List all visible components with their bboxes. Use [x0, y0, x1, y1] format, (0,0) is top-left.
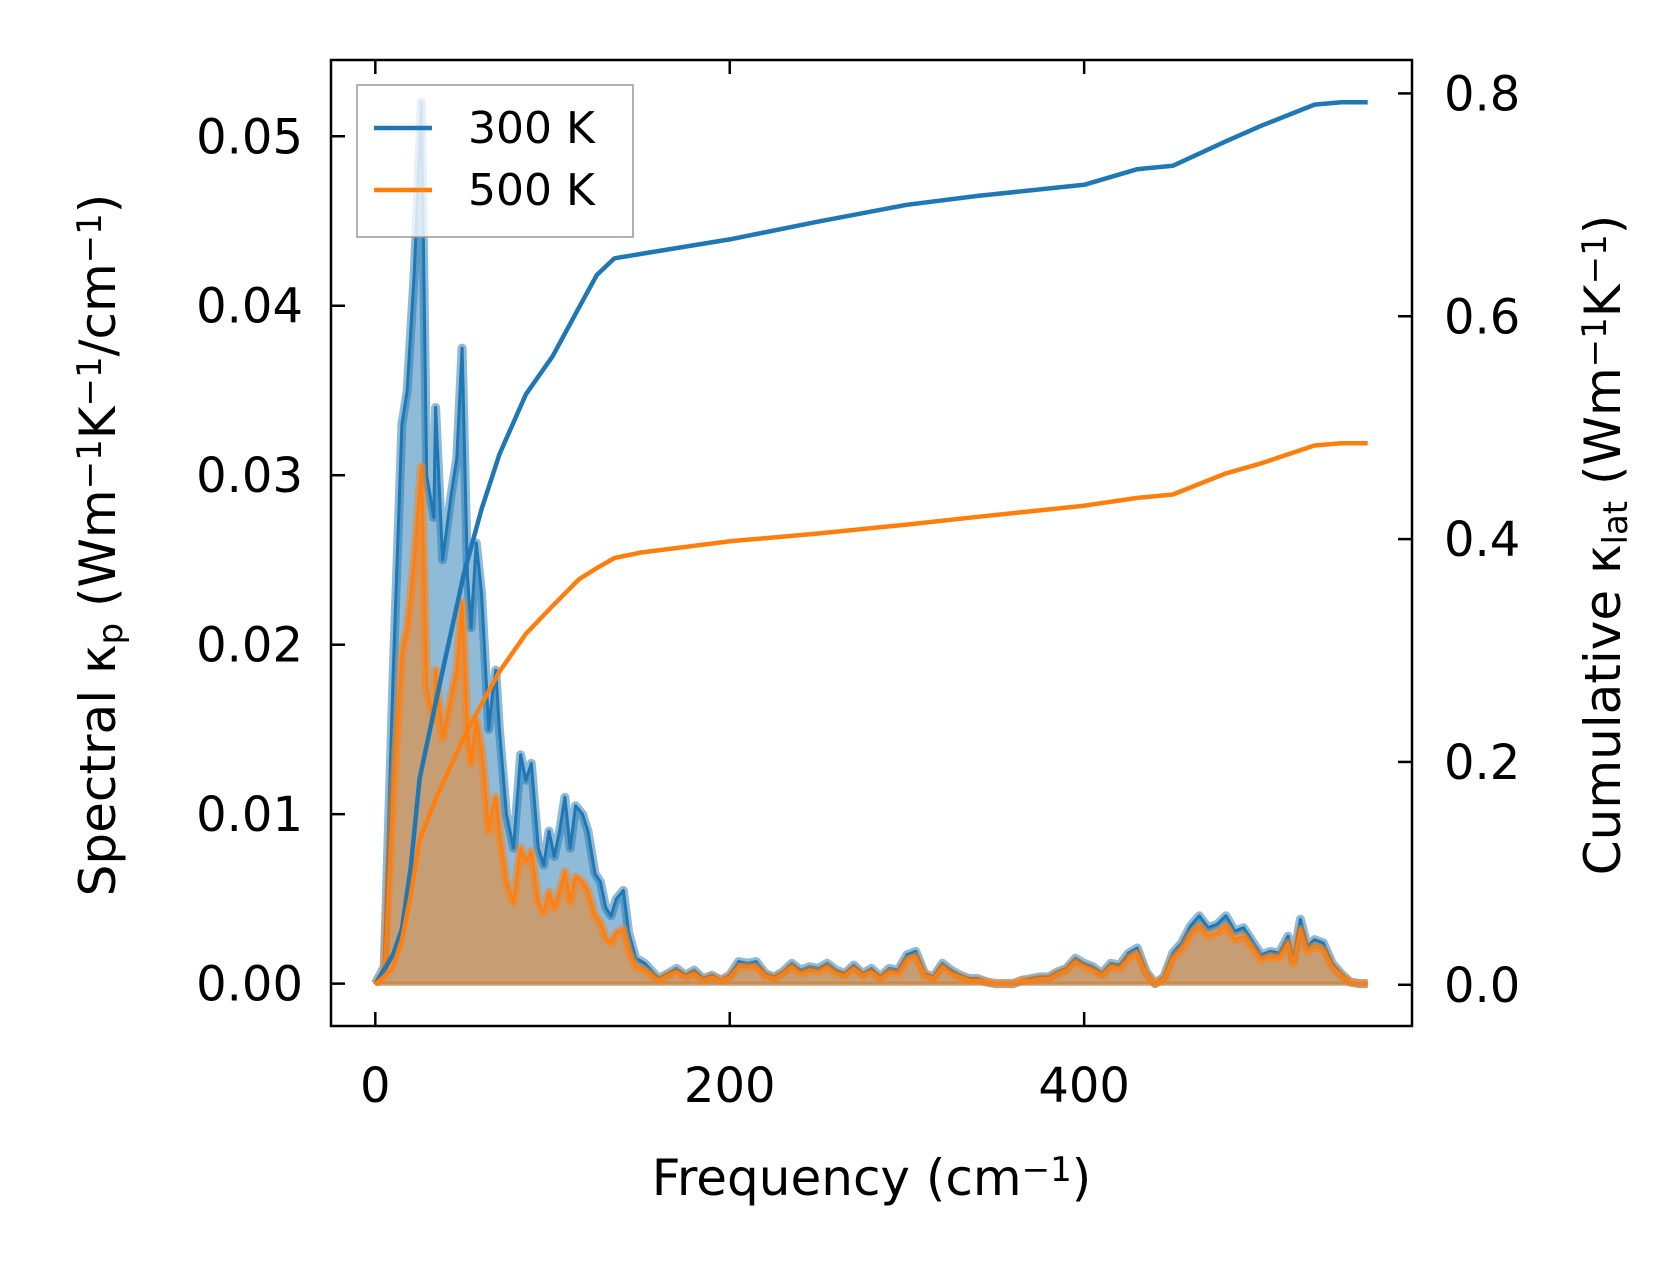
x-axis-label: Frequency (cm−1): [652, 1149, 1092, 1207]
y2-tick-label: 0.8: [1444, 66, 1520, 122]
y2-axis-label-part: K: [1574, 283, 1632, 317]
y-tick-label: 0.03: [196, 448, 303, 504]
y2-tick-label: 0.0: [1444, 958, 1520, 1014]
legend: 300 K 500 K: [356, 84, 634, 238]
y-tick-label: 0.01: [196, 787, 303, 843]
axes: 0 200 400 0.00 0.01 0.02 0.03 0.04 0.05 0.0 0.2 0.4…: [69, 58, 1636, 1207]
y-axis-label-part: (Wm: [69, 489, 127, 623]
y-axis-label: Spectral κp (Wm−1K−1/cm−1): [69, 194, 131, 897]
x-tick-label: 0: [360, 1058, 391, 1114]
y2-tick-label: 0.4: [1444, 512, 1520, 568]
x-axis-label-part: ): [1072, 1149, 1092, 1207]
y-tick-label: 0.02: [196, 618, 303, 674]
y-axis-label-part: Spectral κ: [69, 645, 127, 897]
x-tick-label: 400: [1038, 1058, 1130, 1114]
y-axis-label-part: ): [69, 194, 127, 214]
y-axis-label-part: /cm: [69, 263, 127, 356]
y2-axis-label: Cumulative κlat (Wm−1K−1): [1574, 215, 1636, 875]
y-axis-label-part: −1: [70, 356, 110, 406]
y-tick-label: 0.04: [196, 279, 303, 335]
y2-axis-label-part: lat: [1596, 501, 1636, 545]
y-tick-label: 0.05: [196, 109, 303, 165]
spectral-area-500k: [375, 466, 1368, 984]
x-axis-label-part: −1: [1022, 1150, 1072, 1190]
legend-label: 300 K: [468, 103, 596, 154]
y2-axis-label-part: Cumulative κ: [1574, 544, 1632, 875]
cumulative-line-500k: [373, 441, 1368, 987]
y2-tick-label: 0.6: [1444, 289, 1520, 345]
y2-tick-label: 0.2: [1444, 735, 1520, 791]
y-axis-label-part: −1: [70, 439, 110, 489]
legend-box: [356, 84, 634, 238]
y2-axis-label-part: (Wm: [1574, 367, 1632, 501]
y-tick-label: 0.00: [196, 957, 303, 1013]
y2-axis-label-part: −1: [1575, 317, 1615, 367]
x-axis-label-part: Frequency (cm: [652, 1149, 1022, 1207]
y2-axis-label-part: ): [1574, 215, 1632, 235]
spectral-line-500k: [374, 465, 1368, 986]
plot-area: [371, 97, 1368, 989]
axes-frame: [329, 58, 1414, 1028]
y-axis-label-part: −1: [70, 213, 110, 263]
y-axis-label-part: K: [69, 405, 127, 439]
legend-label: 500 K: [468, 165, 596, 216]
cumulative-line-300k: [373, 100, 1368, 986]
x-tick-label: 200: [684, 1058, 776, 1114]
y-axis-label-part: p: [91, 623, 131, 645]
y2-axis-label-part: −1: [1575, 234, 1615, 284]
